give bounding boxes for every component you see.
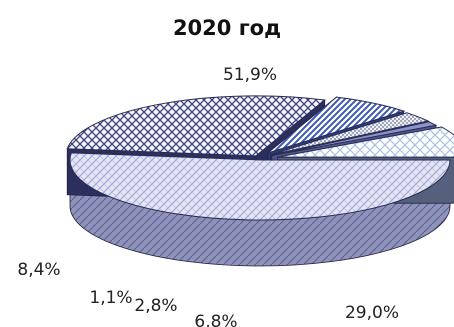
pie-slice-68 bbox=[267, 96, 406, 154]
data-label: 29,0% bbox=[345, 303, 399, 323]
pie-slice-28 bbox=[270, 112, 430, 156]
data-label: 1,1% bbox=[89, 288, 132, 308]
data-label: 6,8% bbox=[194, 312, 237, 327]
pie-slice-290 bbox=[66, 95, 326, 157]
data-label: 2,8% bbox=[134, 296, 177, 316]
pie-tops bbox=[66, 95, 454, 221]
data-labels: 51,9% 29,0% 6,8% 2,8%1,1% 8,4% bbox=[17, 65, 399, 327]
data-label: 51,9% bbox=[223, 65, 277, 85]
pie-slice-84 bbox=[277, 126, 454, 158]
chart-title: 2020 год bbox=[173, 16, 281, 40]
data-label: 8,4% bbox=[17, 260, 60, 280]
pie-slice-519 bbox=[69, 152, 451, 221]
pie-slice-11 bbox=[271, 121, 438, 157]
